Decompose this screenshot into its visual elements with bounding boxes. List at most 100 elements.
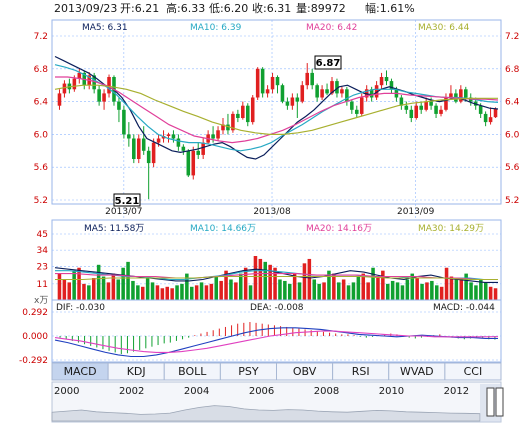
candle-body — [176, 138, 181, 147]
candle-body — [419, 105, 423, 110]
volume-bar — [371, 267, 375, 300]
tab-kdj[interactable]: KDJ — [107, 362, 165, 381]
candle-body — [117, 101, 121, 110]
timeline-handle-right[interactable] — [495, 387, 504, 417]
header-open: 开:6.21 — [120, 2, 159, 15]
candle-body — [221, 124, 225, 131]
candle-body — [359, 97, 364, 114]
candle-body — [389, 81, 394, 90]
header-date: 2013/09/23 — [54, 2, 117, 15]
tab-label: BOLL — [178, 365, 207, 378]
candle-body — [404, 105, 409, 110]
candle-body — [141, 138, 146, 151]
candle-body — [211, 134, 215, 139]
legend-ma20: MA20: 6.42 — [306, 23, 357, 33]
volume-bar — [57, 273, 62, 300]
candle-body — [77, 72, 82, 79]
candle-body — [171, 134, 176, 139]
tab-label: RSI — [352, 365, 370, 378]
header-volume: 量:89972 — [296, 2, 346, 15]
volume-bar — [483, 282, 488, 300]
volume-bar — [101, 276, 106, 300]
volume-bar — [268, 264, 272, 300]
candle-body — [57, 93, 62, 106]
volume-bar — [381, 270, 385, 300]
handle-right-grip[interactable] — [495, 387, 504, 417]
tab-label: WVAD — [400, 365, 434, 378]
vol-legend-ma10: MA10: 14.66万 — [190, 224, 256, 234]
volume-bar — [292, 273, 297, 300]
volume-bar — [332, 273, 336, 300]
candle-body — [369, 89, 374, 98]
tab-cci[interactable]: CCI — [444, 362, 502, 381]
volume-bar — [366, 282, 370, 300]
volume-bar — [243, 267, 248, 300]
candle-body — [166, 134, 171, 137]
timeline-history-area — [51, 405, 481, 422]
macd-dea-label: DEA: -0.008 — [250, 303, 304, 313]
timeline-navigator[interactable]: 2000 2002 2004 2006 2008 2010 2012 — [51, 381, 504, 423]
candle-body — [201, 142, 205, 155]
candle-body — [478, 105, 483, 114]
volume-bar — [395, 282, 400, 300]
candle-body — [122, 109, 126, 135]
macd-dif-label: DIF: -0.030 — [56, 303, 105, 313]
candle-body — [285, 101, 290, 106]
candle-body — [300, 85, 305, 102]
price-ma-legend: MA5: 6.31 MA10: 6.39 MA20: 6.42 MA30: 6.… — [82, 23, 470, 33]
handle-left-grip[interactable] — [486, 387, 495, 417]
volume-bar — [307, 258, 312, 300]
macd-tick-label: -0.292 — [19, 356, 48, 366]
tab-boll[interactable]: BOLL — [163, 362, 221, 381]
price-tick-label-left: 6.4 — [34, 98, 49, 108]
volume-bar — [126, 261, 130, 300]
tab-label: CCI — [464, 365, 483, 378]
candle-body — [136, 138, 141, 159]
volume-bar — [405, 279, 410, 300]
max-marker-box — [314, 55, 342, 70]
candle-body — [127, 134, 131, 139]
candle-body — [483, 113, 488, 123]
volume-tick-label: 11 — [37, 280, 48, 290]
candle-body — [231, 113, 235, 131]
tab-macd[interactable]: MACD — [51, 362, 109, 381]
volume-bar — [199, 282, 204, 300]
min-marker-box — [113, 193, 141, 207]
volume-bar — [180, 283, 184, 300]
volume-bar — [150, 282, 155, 300]
macd-grid — [52, 311, 501, 361]
tab-wvad[interactable]: WVAD — [388, 362, 446, 381]
volume-bar — [189, 286, 194, 300]
tab-psy[interactable]: PSY — [219, 362, 277, 381]
tab-obv[interactable]: OBV — [276, 362, 334, 381]
volume-bar — [297, 282, 302, 300]
volume-bar — [351, 282, 356, 300]
candle-body — [196, 150, 201, 155]
candle-body — [181, 146, 186, 151]
macd-lines — [54, 327, 499, 358]
volume-yaxis: 11 23 34 45 — [37, 230, 49, 290]
legend-ma5: MA5: 6.31 — [82, 23, 128, 33]
candle-body — [493, 108, 498, 118]
volume-bar — [248, 285, 253, 300]
candle-body — [350, 101, 354, 110]
volume-bar — [464, 273, 468, 300]
legend-ma10: MA10: 6.39 — [190, 23, 242, 33]
price-tick-label-left: 6.8 — [34, 65, 49, 75]
candle-body — [97, 89, 101, 102]
volume-bar — [385, 283, 390, 300]
candle-body — [330, 81, 334, 94]
price-tick-label-right: 7.2 — [505, 32, 519, 42]
candle-body — [488, 117, 493, 123]
volume-bar — [302, 263, 307, 300]
candle-body — [255, 68, 260, 98]
volume-tick-label: 34 — [37, 246, 49, 256]
volume-bar — [72, 270, 76, 300]
volume-panel: 11 23 34 45 MA5: 11.58万 MA10: 14.66万 MA20: … — [34, 219, 502, 306]
timeline-handle-left[interactable] — [486, 387, 495, 417]
candle-body — [250, 97, 255, 123]
candle-body — [444, 97, 448, 110]
tab-rsi[interactable]: RSI — [332, 362, 390, 381]
candle-body — [186, 150, 191, 176]
